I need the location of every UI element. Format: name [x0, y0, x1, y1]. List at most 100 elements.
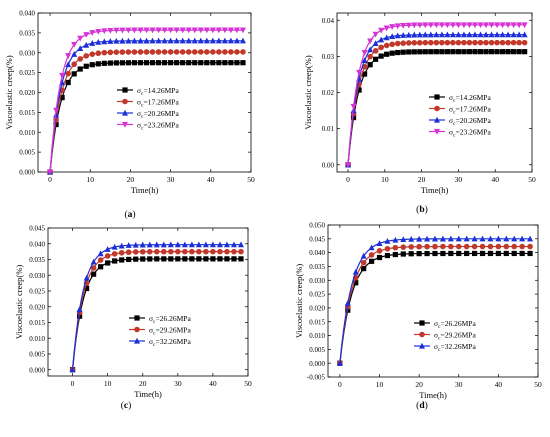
- y-tick-label: -0.005: [307, 374, 326, 382]
- data-point: [89, 51, 96, 57]
- data-point: [203, 248, 209, 255]
- data-point: [161, 49, 168, 55]
- data-point: [113, 60, 119, 66]
- data-point: [495, 250, 501, 257]
- data-point: [494, 22, 501, 29]
- data-point: [238, 248, 244, 255]
- x-tick-label: 40: [491, 175, 499, 184]
- data-point: [389, 33, 396, 40]
- data-point: [455, 31, 462, 38]
- data-point: [140, 256, 146, 262]
- data-point: [168, 248, 174, 255]
- data-point: [389, 41, 395, 48]
- data-point: [400, 22, 407, 29]
- data-point: [53, 121, 59, 128]
- y-tick-label: 0.050: [309, 222, 325, 230]
- data-point: [466, 49, 473, 55]
- data-point: [428, 39, 434, 46]
- data-point: [131, 49, 138, 55]
- legend-entry: σc=14.26MPa: [449, 93, 491, 104]
- data-point: [155, 27, 162, 34]
- x-tick-label: 30: [174, 379, 182, 388]
- data-point: [378, 53, 384, 59]
- data-point: [450, 49, 456, 55]
- data-point: [153, 248, 160, 255]
- series-2: [47, 37, 246, 175]
- data-point: [131, 37, 138, 44]
- data-point: [368, 244, 375, 251]
- legend-marker: [434, 105, 440, 112]
- series-0: [345, 49, 528, 168]
- data-point: [137, 49, 144, 55]
- data-point: [161, 37, 168, 44]
- y-axis-label: Viscoelastic creep(%): [14, 265, 24, 339]
- data-point: [107, 49, 114, 56]
- data-point: [167, 37, 174, 44]
- data-point: [185, 37, 192, 44]
- data-point: [215, 27, 222, 34]
- data-point: [394, 32, 401, 39]
- data-point: [463, 235, 470, 242]
- x-axis-label: Time(h): [131, 185, 159, 195]
- data-point: [400, 244, 407, 250]
- data-point: [361, 57, 368, 64]
- chart-panel-a: 0 10 20 30 40 50 0.000 0.005 0.010 0.015 0.020 0.02…: [4, 10, 255, 220]
- data-point: [438, 22, 445, 29]
- data-point: [352, 268, 359, 275]
- data-point: [372, 40, 379, 47]
- data-point: [167, 27, 174, 34]
- data-point: [233, 27, 240, 34]
- data-point: [439, 49, 445, 55]
- data-point: [424, 250, 430, 257]
- chart-panel-c: 0 10 20 30 40 50 0.000 0.005 0.010 0.015 0.020 0.02…: [14, 225, 252, 411]
- data-point: [101, 49, 108, 56]
- y-tick-label: 0.045: [309, 235, 325, 243]
- data-point: [90, 265, 97, 271]
- data-point: [511, 235, 518, 242]
- data-point: [406, 49, 412, 55]
- data-point: [400, 32, 407, 38]
- legend: σc=14.26MPaσc=17.26MPaσc=20.26MPaσc=23.2…: [117, 86, 179, 131]
- data-point: [59, 95, 65, 101]
- y-tick-label: 0.005: [19, 149, 35, 157]
- data-point: [505, 22, 512, 29]
- data-point: [411, 40, 418, 46]
- data-point: [143, 37, 150, 44]
- y-tick-label: 0.025: [19, 69, 35, 77]
- data-point: [53, 107, 60, 114]
- data-point: [185, 49, 192, 55]
- data-point: [449, 31, 456, 38]
- data-point: [203, 37, 210, 44]
- legend-marker: [122, 98, 128, 105]
- data-point: [210, 248, 216, 255]
- x-tick-label: 0: [346, 175, 350, 184]
- data-point: [203, 27, 210, 34]
- data-point: [416, 39, 423, 46]
- data-point: [422, 49, 428, 55]
- data-point: [432, 250, 438, 257]
- data-point: [503, 243, 510, 250]
- data-point: [224, 248, 230, 255]
- data-point: [433, 31, 440, 38]
- data-point: [384, 51, 390, 57]
- data-point: [132, 249, 139, 255]
- data-point: [125, 249, 132, 256]
- data-point: [376, 240, 383, 247]
- x-tick-label: 10: [86, 175, 94, 184]
- data-point: [119, 37, 126, 44]
- legend-entry: σc=26.26MPa: [434, 319, 476, 330]
- x-axis-label: Time(h): [134, 389, 162, 399]
- data-point: [400, 40, 407, 46]
- data-point: [191, 27, 198, 34]
- data-point: [373, 56, 379, 62]
- data-point: [239, 37, 246, 44]
- data-point: [143, 27, 150, 34]
- data-point: [182, 248, 188, 255]
- data-point: [461, 49, 467, 55]
- data-point: [133, 256, 139, 262]
- data-point: [471, 243, 478, 250]
- data-point: [101, 60, 107, 66]
- plot-frame: [327, 224, 539, 378]
- data-point: [510, 39, 517, 46]
